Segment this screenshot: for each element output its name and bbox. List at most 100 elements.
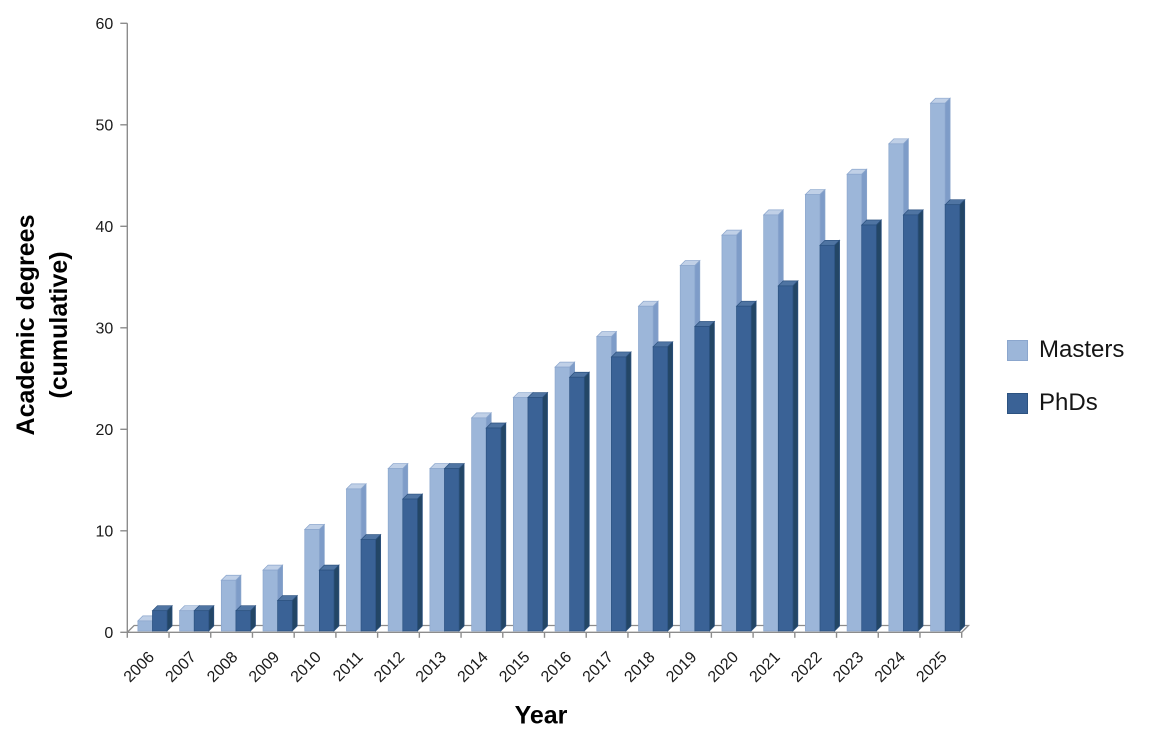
bar-front-face bbox=[471, 417, 487, 632]
x-tick-label-2014: 2014 bbox=[455, 649, 492, 686]
bar-front-face bbox=[903, 214, 919, 632]
bar-phds-2015 bbox=[527, 391, 549, 632]
bar-front-face bbox=[930, 102, 946, 632]
x-tick-label-2018: 2018 bbox=[621, 649, 658, 686]
bar-front-face bbox=[277, 600, 293, 632]
bar-front-face bbox=[569, 376, 585, 632]
bar-side-face bbox=[417, 493, 423, 632]
legend-item-phds: PhDs bbox=[1007, 389, 1124, 417]
bar-side-face bbox=[250, 604, 256, 632]
bar-side-face bbox=[834, 239, 840, 632]
bar-front-face bbox=[220, 579, 237, 632]
bar-phds-2014 bbox=[485, 422, 507, 632]
bar-front-face bbox=[763, 214, 779, 632]
bar-front-face bbox=[444, 468, 460, 632]
bar-side-face bbox=[750, 300, 757, 632]
x-tick-label-2013: 2013 bbox=[413, 649, 450, 686]
x-tick-label-2022: 2022 bbox=[788, 649, 825, 686]
bar-front-face bbox=[429, 468, 445, 632]
bar-side-face bbox=[875, 219, 882, 632]
bar-phds-2024 bbox=[902, 209, 924, 632]
x-tick-label-2012: 2012 bbox=[371, 649, 408, 686]
x-tick-label-2010: 2010 bbox=[288, 649, 325, 686]
y-tick-label-40: 40 bbox=[96, 219, 114, 236]
bar-front-face bbox=[846, 173, 863, 632]
bar-front-face bbox=[402, 498, 418, 632]
y-tick-label-20: 20 bbox=[96, 422, 114, 439]
bar-front-face bbox=[819, 244, 835, 632]
phds-swatch-icon bbox=[1007, 392, 1028, 414]
bar-front-face bbox=[346, 488, 362, 632]
bar-front-face bbox=[638, 305, 654, 632]
legend-label-phds: PhDs bbox=[1039, 389, 1098, 416]
x-tick-label-2015: 2015 bbox=[496, 649, 533, 686]
bar-front-face bbox=[596, 336, 612, 632]
x-tick-label-2016: 2016 bbox=[538, 649, 575, 686]
bar-side-face bbox=[333, 564, 340, 632]
bar-phds-2011 bbox=[360, 533, 382, 632]
bar-side-face bbox=[667, 340, 674, 632]
bar-front-face bbox=[721, 234, 737, 632]
bar-phds-2023 bbox=[860, 219, 883, 632]
bar-front-face bbox=[554, 366, 571, 632]
y-axis-title-line2: (cumulative) bbox=[45, 251, 73, 399]
bar-side-face bbox=[917, 209, 924, 632]
bar-front-face bbox=[387, 468, 404, 632]
bar-front-face bbox=[611, 356, 627, 632]
bar-side-face bbox=[792, 280, 799, 632]
bar-front-face bbox=[235, 610, 251, 632]
bar-phds-2013 bbox=[443, 462, 465, 632]
x-tick-label-2021: 2021 bbox=[747, 649, 784, 686]
bar-front-face bbox=[137, 620, 153, 632]
bar-phds-2020 bbox=[735, 300, 757, 632]
x-tick-label-2017: 2017 bbox=[580, 649, 617, 686]
bar-phds-2016 bbox=[568, 371, 591, 632]
y-tick-label-60: 60 bbox=[96, 16, 114, 33]
bar-front-face bbox=[304, 529, 320, 632]
bar-front-face bbox=[777, 285, 794, 632]
legend-item-masters: Masters bbox=[1007, 336, 1124, 364]
x-axis-title: Year bbox=[514, 701, 568, 730]
bar-front-face bbox=[888, 143, 904, 632]
bar-side-face bbox=[166, 604, 173, 632]
x-tick-label-2007: 2007 bbox=[163, 649, 200, 686]
y-axis-title-line1: Academic degrees bbox=[12, 214, 40, 436]
y-tick-label-10: 10 bbox=[96, 523, 114, 540]
y-axis-title: Academic degrees (cumulative) bbox=[10, 215, 76, 436]
bar-front-face bbox=[652, 346, 669, 632]
bar-front-face bbox=[805, 194, 821, 632]
x-tick-label-2023: 2023 bbox=[830, 649, 867, 686]
x-tick-label-2006: 2006 bbox=[121, 649, 158, 686]
bar-front-face bbox=[736, 305, 752, 632]
bar-side-face bbox=[458, 462, 465, 632]
bar-phds-2021 bbox=[777, 280, 799, 632]
bar-front-face bbox=[485, 427, 502, 632]
bar-front-face bbox=[679, 265, 696, 632]
legend: Masters PhDs bbox=[1007, 336, 1124, 442]
bar-side-face bbox=[375, 533, 382, 632]
bar-front-face bbox=[179, 610, 195, 632]
bar-side-face bbox=[625, 351, 632, 632]
bar-phds-2010 bbox=[318, 564, 340, 632]
x-tick-label-2024: 2024 bbox=[872, 649, 909, 686]
bar-side-face bbox=[500, 422, 507, 632]
y-tick-label-50: 50 bbox=[96, 117, 114, 134]
x-tick-label-2020: 2020 bbox=[705, 649, 742, 686]
bar-front-face bbox=[861, 224, 877, 632]
bar-side-face bbox=[291, 594, 298, 632]
bar-front-face bbox=[360, 539, 377, 632]
x-tick-label-2009: 2009 bbox=[246, 649, 283, 686]
bar-phds-2006 bbox=[151, 604, 173, 632]
bar-front-face bbox=[527, 397, 543, 632]
y-tick-label-0: 0 bbox=[104, 625, 113, 642]
bar-front-face bbox=[193, 610, 210, 632]
bar-front-face bbox=[152, 610, 168, 632]
bar-phds-2008 bbox=[235, 604, 257, 632]
bar-phds-2025 bbox=[944, 198, 966, 632]
bar-front-face bbox=[512, 397, 529, 632]
x-tick-label-2011: 2011 bbox=[330, 649, 366, 685]
legend-label-masters: Masters bbox=[1039, 336, 1125, 363]
bar-front-face bbox=[318, 569, 335, 632]
